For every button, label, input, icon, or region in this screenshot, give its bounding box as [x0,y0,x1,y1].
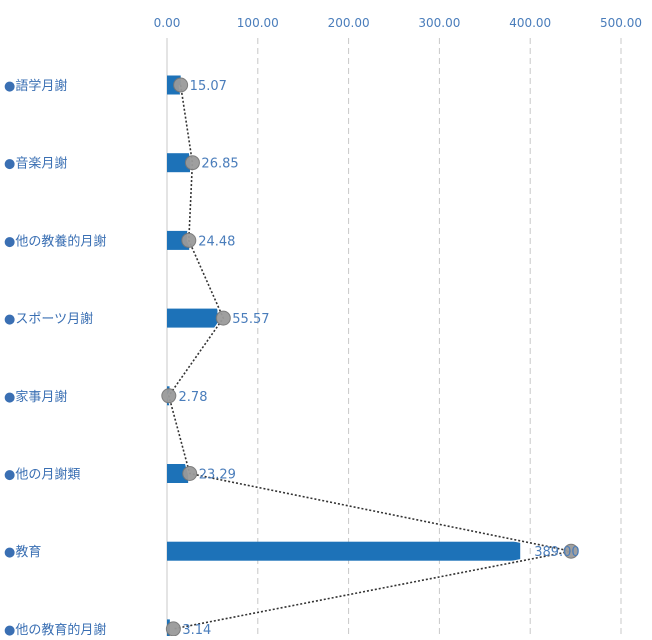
overlay-line-path [167,84,572,630]
x-tick-label: 400.00 [509,16,551,30]
bar [167,464,189,483]
line-marker [184,155,200,171]
bar [167,541,521,561]
x-tick-label: 500.00 [600,16,642,30]
data-label: 23.29 [199,468,236,483]
category-label: ●他の教養的月謝 [4,233,106,249]
category-label: ●音楽月謝 [4,156,67,172]
category-label: ●教育 [4,544,41,560]
line-marker [165,621,181,637]
gridlines [166,38,622,636]
category-label: ●他の教育的月謝 [4,622,106,636]
line-markers [161,77,579,637]
bar [167,308,218,328]
overlay-line [166,84,572,631]
category-label: ●語学月謝 [4,78,67,94]
category-label: ●スポーツ月謝 [4,312,93,327]
data-label: 55.57 [232,312,269,327]
data-label: 26.85 [201,157,238,172]
data-label: 389.00 [534,545,580,560]
line-marker [182,466,198,481]
data-label: 15.07 [190,79,227,94]
x-tick-label: 0.00 [154,16,181,30]
line-marker [173,77,189,93]
bar [167,153,192,173]
x-tick-label: 200.00 [328,16,370,30]
x-tick-label: 300.00 [418,16,460,30]
labels: 0.00 100.00 200.00 300.00 400.00 500.00 ●語学月謝 ●… [4,16,642,638]
line-marker [161,388,177,404]
category-label: ●家事月謝 [4,389,67,405]
line-marker [181,232,197,248]
x-tick-label: 100.00 [237,16,279,30]
line-marker [563,543,579,559]
data-label: 3.14 [182,623,211,636]
data-label: 2.78 [179,390,208,405]
line-marker [215,310,231,326]
category-label: ●他の月謝類 [4,468,80,483]
data-label: 24.48 [198,234,235,249]
